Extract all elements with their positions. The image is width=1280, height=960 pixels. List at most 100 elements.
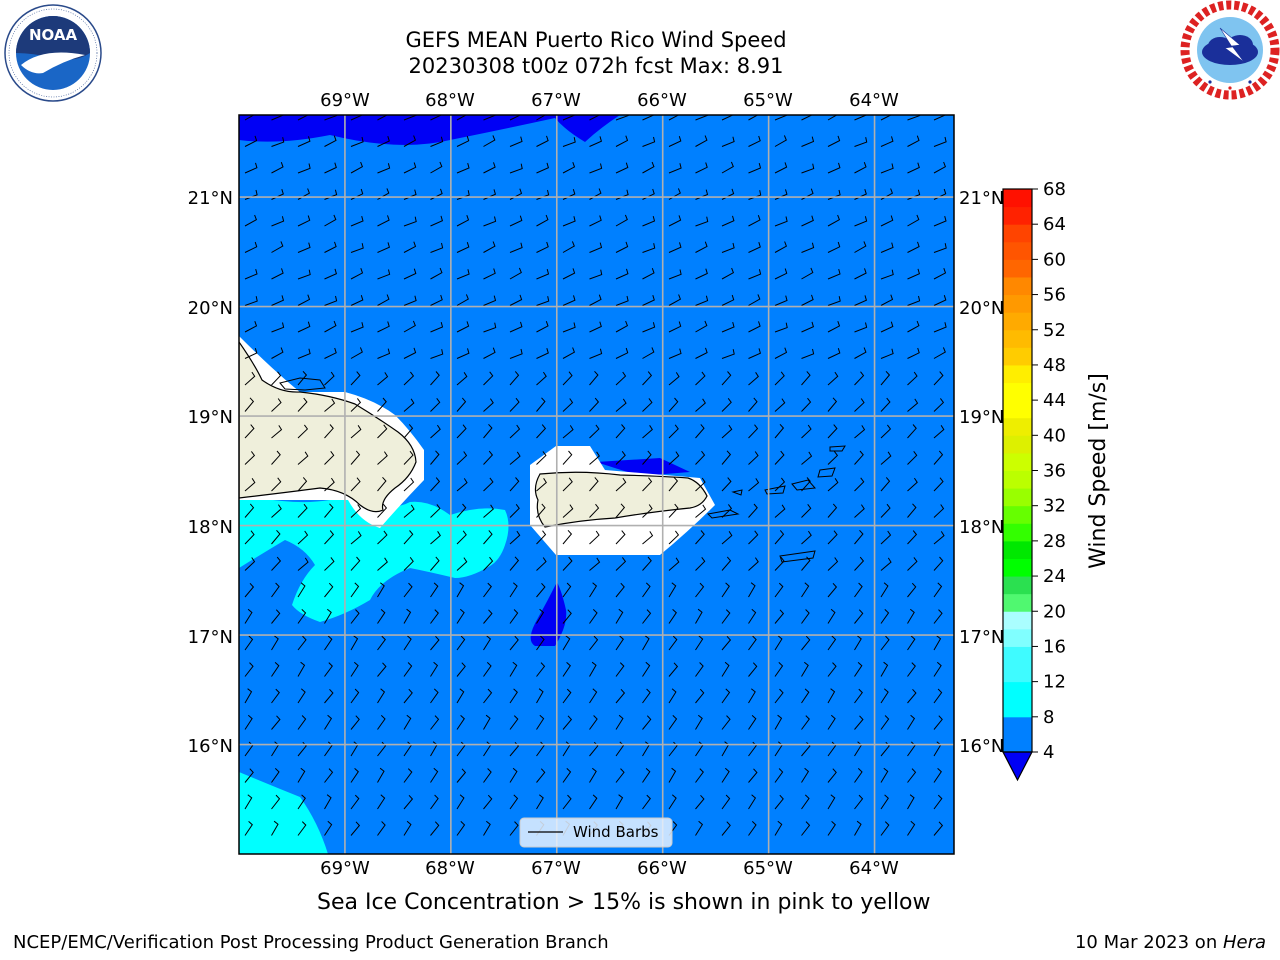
wind-barb — [615, 662, 625, 677]
wind-barb — [430, 767, 439, 783]
colorbar-segment — [1003, 312, 1032, 331]
wind-barb — [854, 322, 868, 333]
colorbar-segment — [1003, 611, 1032, 630]
wind-barb — [244, 397, 255, 412]
wind-barb — [536, 162, 550, 174]
wind-barb — [589, 136, 603, 147]
wind-barb — [350, 136, 364, 147]
wind-barb — [456, 294, 469, 306]
wind-barb — [324, 477, 335, 492]
wind-barb — [827, 321, 841, 333]
wind-barb — [907, 662, 916, 677]
wind-barb — [297, 424, 309, 439]
wind-barb — [297, 269, 311, 280]
wind-barb — [933, 347, 946, 359]
wind-barb — [933, 477, 944, 492]
wind-barb — [801, 136, 815, 147]
wind-barb — [456, 635, 466, 651]
wind-barb — [456, 794, 465, 810]
wind-barb — [403, 662, 413, 677]
wind-barb — [774, 556, 785, 571]
wind-barb — [880, 294, 894, 306]
wind-barb — [483, 216, 497, 227]
wind-barb — [297, 397, 308, 412]
wind-barb — [748, 294, 761, 306]
wind-barb — [403, 320, 416, 333]
wind-barb — [589, 215, 602, 227]
wind-barb — [430, 267, 443, 280]
wind-barb — [483, 609, 493, 624]
wind-barb — [483, 322, 497, 333]
wind-barb — [244, 135, 258, 147]
wind-barb — [403, 135, 417, 147]
wind-barb — [774, 662, 784, 677]
wind-barb — [271, 241, 284, 253]
wind-barb — [642, 215, 656, 227]
wind-barb — [880, 741, 890, 757]
wind-barb — [271, 268, 284, 280]
wind-barb — [271, 425, 283, 439]
wind-barb — [880, 321, 894, 333]
wind-barb — [695, 295, 709, 306]
wind-barb — [562, 425, 574, 439]
colorbar-tick-label: 60 — [1043, 249, 1066, 270]
wind-barb — [536, 608, 545, 624]
land-hispaniola — [239, 340, 417, 513]
wind-barb — [456, 372, 468, 386]
wind-barb — [324, 371, 335, 386]
wind-barb — [403, 530, 414, 545]
wind-barb — [668, 503, 679, 518]
wind-barb — [721, 504, 733, 518]
wind-barb — [668, 163, 682, 174]
wind-barb — [774, 371, 785, 386]
wind-barb — [377, 269, 391, 280]
wind-barb — [880, 136, 894, 147]
colorbar-segment — [1003, 734, 1032, 753]
wind-barb — [483, 477, 494, 492]
colorbar-tick-label: 36 — [1043, 461, 1066, 482]
wind-barb — [324, 214, 337, 227]
land-st-croix — [779, 550, 816, 563]
wind-barb — [562, 768, 572, 783]
wind-barb — [244, 662, 254, 677]
wind-barb — [854, 241, 867, 253]
wind-barb — [801, 767, 810, 783]
wind-barb — [801, 397, 812, 412]
wind-barb — [827, 794, 836, 810]
colorbar-tick-label: 40 — [1043, 425, 1066, 446]
wind-barb — [536, 397, 546, 412]
wind-barb — [271, 582, 280, 598]
colorbar-tick-label: 4 — [1043, 742, 1054, 763]
wind-barb — [854, 794, 864, 810]
colorbar-segment — [1003, 259, 1032, 278]
wind-barb — [562, 715, 573, 730]
wind-barb — [297, 294, 311, 306]
wind-barb — [695, 162, 708, 174]
wind-barb — [695, 450, 706, 465]
wind-barb — [350, 635, 359, 651]
wind-barb — [933, 450, 944, 465]
wind-barb — [456, 135, 470, 147]
wind-barb — [244, 530, 255, 545]
wind-barb — [589, 767, 597, 783]
wind-barb — [271, 768, 280, 783]
wind-barb — [774, 241, 788, 253]
wind-barb — [880, 242, 894, 253]
wind-barb — [536, 189, 550, 200]
wind-barb — [456, 162, 470, 174]
lat-label-left: 17°N — [188, 627, 233, 648]
wind-barb — [456, 115, 468, 121]
wind-barb — [854, 137, 868, 147]
wind-barb — [774, 768, 784, 783]
wind-barb — [642, 268, 655, 280]
wind-barb — [244, 241, 258, 253]
wind-barb — [933, 635, 942, 651]
wind-barb — [377, 242, 391, 253]
wind-barb — [615, 320, 629, 333]
wind-barb — [483, 268, 496, 280]
wind-barb — [536, 115, 547, 121]
lon-label-top: 64°W — [849, 90, 899, 111]
wind-barb — [324, 582, 334, 598]
wind-barb — [721, 556, 732, 571]
